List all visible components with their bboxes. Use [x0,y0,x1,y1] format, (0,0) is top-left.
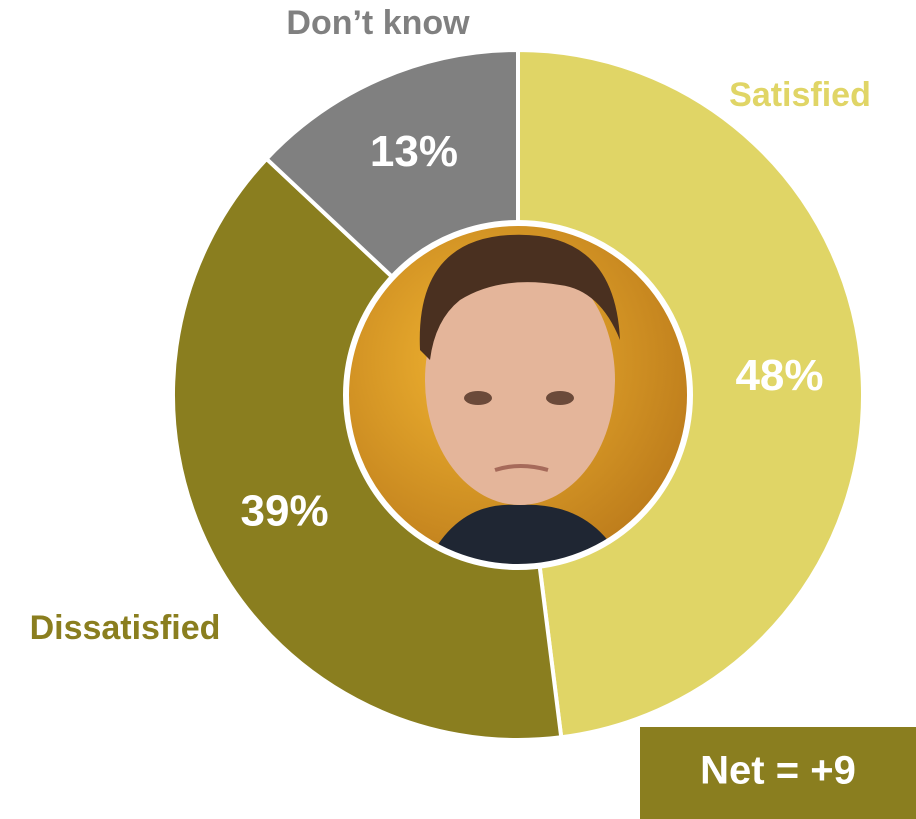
net-annotation: Net = +9 [700,749,856,793]
category-label: Dissatisfied [30,609,221,647]
net-box [640,727,916,819]
value-label: 48% [735,351,823,400]
category-label: Don’t know [286,4,470,42]
photo-border [343,220,693,570]
category-label: Satisfied [729,76,871,114]
value-label: 13% [370,127,458,176]
value-label: 39% [241,487,329,536]
